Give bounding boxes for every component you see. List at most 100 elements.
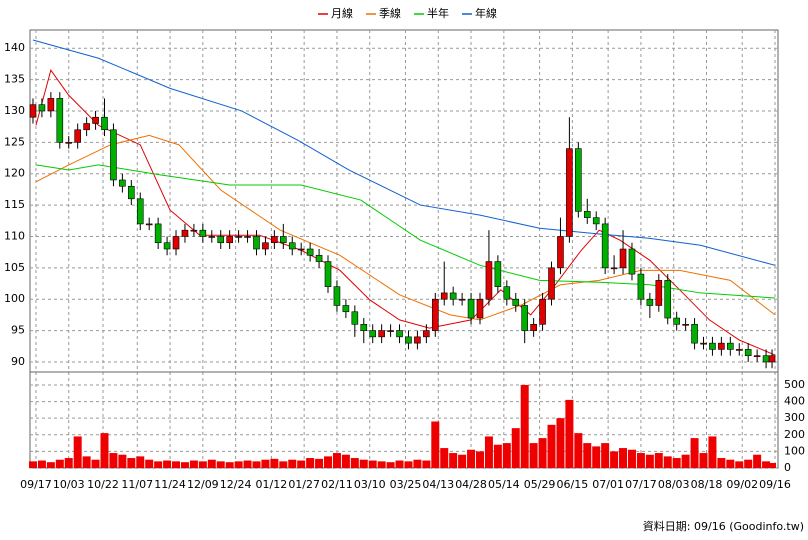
volume-bar	[37, 460, 46, 468]
footer: 資料日期: 09/16 (Goodinfo.tw)	[643, 519, 804, 533]
volume-bar	[636, 453, 645, 468]
volume-bar	[744, 459, 753, 468]
volume-bar	[404, 461, 413, 468]
volume-bar	[654, 453, 663, 468]
y-tick-label: 125	[4, 135, 25, 148]
candle-body	[637, 273, 645, 300]
candle-body	[735, 349, 743, 351]
volume-bar	[306, 458, 315, 468]
volume-bar	[46, 462, 55, 468]
volume-bar	[717, 458, 726, 468]
y2-tick-label: 300	[784, 411, 805, 424]
volume-bar	[368, 460, 377, 468]
volume-bar	[645, 454, 654, 468]
x-tick-label: 08/18	[691, 478, 723, 491]
volume-bar	[198, 461, 207, 468]
volume-bar	[118, 454, 127, 468]
candle-body	[101, 116, 108, 131]
candle-body	[217, 236, 225, 244]
x-tick-label: 09/17	[20, 478, 52, 491]
x-tick-label: 04/28	[455, 478, 487, 491]
volume-bar	[699, 453, 708, 468]
volume-bar	[413, 459, 422, 468]
legend-label: 半年	[427, 6, 449, 20]
ma-line	[32, 39, 776, 266]
candle-body	[378, 330, 385, 338]
x-tick-label: 08/03	[658, 478, 690, 491]
candle-body	[405, 336, 412, 344]
y-tick-label: 95	[11, 324, 25, 337]
legend-label: 季線	[379, 6, 401, 20]
volume-bar	[234, 461, 243, 468]
candle-body	[29, 104, 37, 118]
candle-body	[163, 242, 171, 250]
volume-bar	[538, 438, 547, 468]
candle-body	[208, 236, 216, 238]
candle-body	[288, 242, 296, 250]
volume-bar	[547, 424, 556, 468]
ma-line	[35, 69, 776, 356]
volume-bar	[127, 458, 136, 468]
y2-tick-label: 500	[784, 378, 805, 391]
volume-bar	[216, 461, 225, 468]
candle-body	[360, 324, 368, 331]
candle-body	[47, 98, 55, 112]
candle-body	[628, 248, 636, 275]
y2-tick-label: 200	[784, 428, 805, 441]
x-tick-label: 10/22	[87, 478, 119, 491]
candle-body	[110, 129, 117, 181]
volume-bar	[583, 443, 592, 468]
volume-bar	[627, 449, 636, 468]
candle-body	[253, 236, 260, 250]
volume-bar	[681, 454, 690, 468]
volume-bar	[82, 456, 91, 468]
volume-bar	[619, 448, 628, 468]
volume-bar	[109, 453, 118, 468]
volume-bar	[484, 436, 493, 468]
candle-body	[271, 236, 278, 244]
candle-body	[610, 267, 618, 270]
x-tick-label: 06/15	[557, 478, 589, 491]
volume-bar	[422, 460, 431, 468]
legend-label: 年線	[475, 6, 497, 20]
candle-body	[476, 298, 484, 319]
volume-bar	[324, 456, 333, 468]
volume-bar	[762, 461, 771, 468]
candle-body	[297, 248, 305, 251]
candle-body	[136, 198, 144, 225]
volume-bar	[395, 460, 404, 468]
candle-body	[38, 104, 46, 112]
candle-body	[199, 229, 207, 237]
x-tick-label: 01/27	[288, 478, 320, 491]
candle-body	[154, 223, 162, 244]
legend-label: 月線	[331, 6, 353, 20]
volume-bar	[672, 458, 681, 468]
volume-bar	[163, 460, 172, 468]
x-tick-label: 02/11	[321, 478, 353, 491]
volume-bar	[440, 448, 449, 468]
volume-bar	[189, 460, 198, 468]
candle-body	[521, 305, 528, 331]
volume-bar	[592, 446, 601, 468]
candle-body	[744, 349, 752, 356]
candle-body	[619, 248, 627, 269]
candle-body	[583, 211, 591, 218]
volume-bar	[690, 438, 699, 468]
volume-bar	[350, 458, 359, 468]
x-tick-label: 03/25	[390, 478, 422, 491]
candle-body	[333, 286, 341, 306]
candle-body	[494, 261, 502, 287]
candle-body	[709, 342, 716, 350]
candle-body	[691, 324, 698, 344]
candle-body	[342, 305, 350, 313]
candle-body	[485, 261, 493, 300]
volume-bar	[332, 453, 341, 468]
volume-bar	[315, 458, 324, 468]
candle-body	[548, 267, 555, 300]
candle-body	[592, 217, 600, 225]
y-tick-label: 115	[4, 198, 25, 211]
candle-body	[718, 342, 725, 350]
candle-body	[664, 280, 672, 319]
volume-bar	[475, 451, 484, 468]
volume-bar	[529, 443, 538, 468]
